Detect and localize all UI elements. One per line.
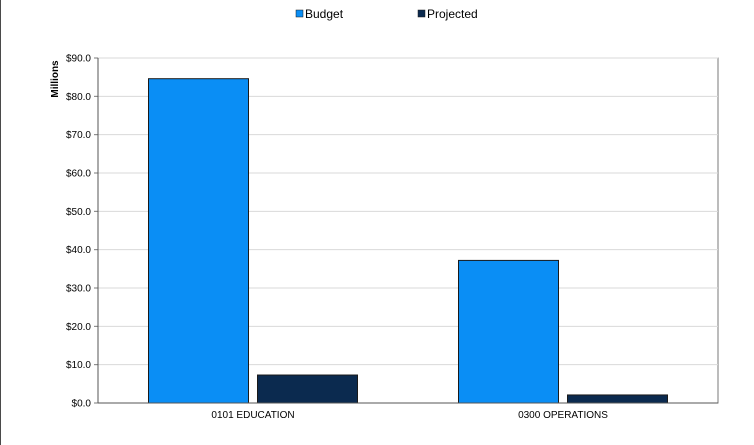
legend: Budget Projected [295,7,478,21]
legend-swatch-projected [417,9,426,18]
axes [97,58,718,404]
y-tick-label: $50.0 [66,207,91,218]
y-tick-label: $90.0 [66,54,91,65]
y-tick-label: $70.0 [66,130,91,141]
bar-projected-2 [567,394,668,404]
legend-label-projected: Projected [427,7,478,21]
bars [148,78,668,404]
x-tick-labels: 0101 EDUCATION 0300 OPERATIONS [211,410,608,421]
y-tick-labels: $0.0 $10.0 $20.0 $30.0 $40.0 $50.0 $60.0 $70.0 $… [66,54,91,410]
bar-projected-1 [257,374,358,404]
y-tick-label: $20.0 [66,322,91,333]
y-tick-label: $10.0 [66,360,91,371]
y-tick-label: $60.0 [66,169,91,180]
y-axis-label: Millions [50,60,61,98]
y-tick-label: $40.0 [66,245,91,256]
y-tick-label: $0.0 [72,399,92,410]
bar-budget-1 [148,78,249,404]
x-tick-label: 0300 OPERATIONS [518,410,608,421]
bar-budget-2 [458,259,559,404]
plot-area: $0.0 $10.0 $20.0 $30.0 $40.0 $50.0 $60.0 $70.0 $… [66,54,719,421]
x-tick-label: 0101 EDUCATION [211,410,294,421]
legend-label-budget: Budget [305,7,344,21]
y-tick-label: $80.0 [66,92,91,103]
legend-swatch-budget [295,9,304,18]
y-tick-label: $30.0 [66,284,91,295]
